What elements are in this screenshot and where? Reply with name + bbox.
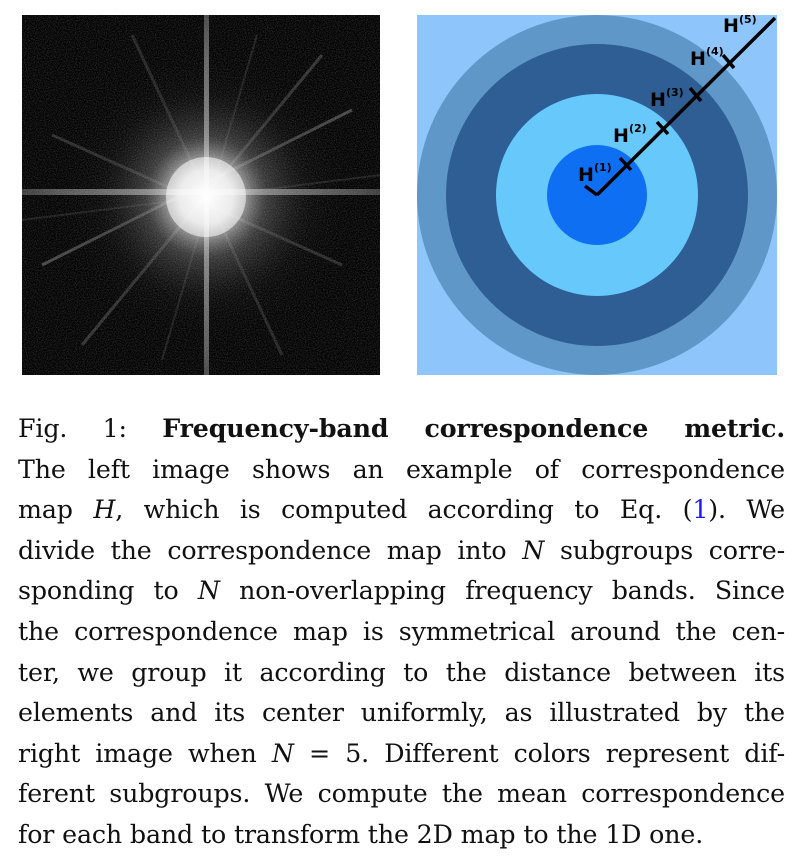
tick-3 — [655, 120, 670, 136]
svg-text:(1): (1) — [594, 161, 612, 174]
tick-5 — [721, 53, 736, 70]
caption-line-6: the correspondence map is symmetrical ar… — [18, 616, 785, 646]
label-h2: H (2) — [613, 122, 647, 147]
caption-line-11: for each band to transform the 2D map to… — [18, 819, 704, 849]
svg-text:H: H — [723, 15, 739, 37]
correspondence-map-canvas — [22, 15, 380, 375]
figure-caption: Fig. 1: Frequency-band correspondence me… — [18, 408, 785, 856]
caption-line-7: ter, we group it according to the distan… — [18, 657, 785, 687]
caption-line-1: Fig. 1: Frequency-band correspondence me… — [18, 408, 785, 450]
caption-line-9: right image when N = 5. Different colors… — [18, 738, 785, 768]
math-n: N — [271, 738, 294, 768]
caption-line-10: ferent subgroups. We compute the mean co… — [18, 779, 785, 809]
svg-text:(4): (4) — [706, 45, 724, 58]
figure-title: Frequency-band correspondence metric. — [162, 413, 785, 443]
caption-line-3: map H, which is computed according to Eq… — [18, 495, 785, 525]
math-n: N — [522, 535, 545, 565]
svg-text:H: H — [578, 164, 594, 186]
svg-text:(2): (2) — [629, 122, 647, 135]
caption-line-5: sponding to N non-overlapping frequency … — [18, 576, 785, 606]
tick-4 — [688, 86, 703, 103]
equation-ref-link[interactable]: 1 — [692, 495, 709, 525]
figure-label: Fig. 1: — [18, 414, 127, 443]
frequency-bands-diagram: H (1) H (2) H (3) H (4) H (5) — [417, 15, 777, 375]
spectrum-core — [166, 157, 246, 237]
caption-line-4: divide the correspondence map into N sub… — [18, 535, 785, 565]
svg-text:(5): (5) — [739, 15, 757, 26]
caption-line-2: The left image shows an example of corre… — [18, 454, 785, 484]
svg-text:(3): (3) — [666, 86, 684, 99]
figure-row: H (1) H (2) H (3) H (4) H (5) — [0, 0, 800, 390]
label-h1: H (1) — [578, 161, 612, 186]
label-h3: H (3) — [650, 86, 684, 111]
label-h5: H (5) — [723, 15, 757, 37]
tick-1 — [583, 184, 599, 197]
svg-text:H: H — [613, 125, 629, 147]
math-h: H — [93, 495, 116, 525]
correspondence-map-image — [22, 15, 380, 375]
label-h4: H (4) — [690, 45, 724, 70]
frequency-bands-canvas: H (1) H (2) H (3) H (4) H (5) — [417, 15, 777, 375]
tick-2 — [618, 156, 633, 172]
svg-text:H: H — [690, 48, 706, 70]
caption-line-8: elements and its center uniformly, as il… — [18, 698, 785, 728]
math-n: N — [197, 576, 220, 606]
svg-text:H: H — [650, 89, 666, 111]
